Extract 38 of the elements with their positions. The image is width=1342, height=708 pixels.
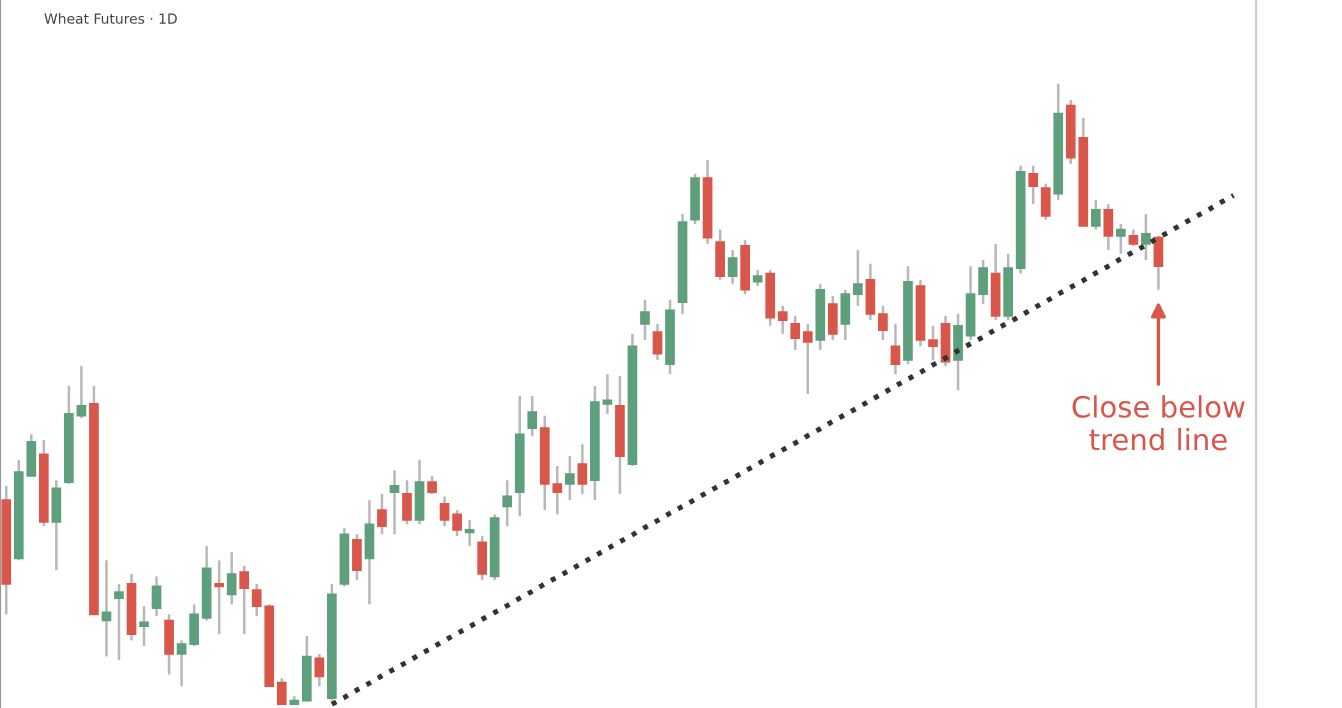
candlestick (164, 613, 174, 676)
candlestick (214, 559, 225, 636)
candlestick (1028, 164, 1039, 206)
candlestick (389, 469, 400, 536)
candlestick (352, 533, 362, 582)
candlestick (990, 242, 1001, 322)
candlestick (564, 454, 575, 502)
candlestick (1141, 212, 1151, 262)
candlestick (226, 551, 237, 606)
candlestick (314, 652, 325, 688)
candlestick (414, 458, 425, 526)
candlestick (477, 534, 487, 582)
candlestick (239, 564, 250, 636)
candlestick (527, 394, 538, 438)
candlestick (577, 443, 588, 496)
candlestick (1103, 202, 1114, 252)
candlestick (1090, 198, 1101, 231)
candlestick (114, 582, 124, 662)
candlestick (740, 238, 750, 296)
candlestick (1040, 182, 1051, 221)
candlestick (640, 298, 650, 342)
candlestick (377, 492, 387, 536)
candlestick (402, 479, 412, 526)
candlestick (727, 248, 738, 286)
candlestick (827, 294, 838, 342)
candlestick (151, 575, 162, 618)
candlestick (1116, 222, 1126, 256)
annotation: Close below trend line (1072, 395, 1245, 451)
candlestick (652, 322, 663, 362)
candlestick (139, 604, 149, 648)
candlestick (464, 518, 475, 548)
candlestick (690, 172, 700, 226)
candlestick (364, 498, 375, 606)
candlestick (890, 322, 901, 376)
candlestick (1153, 234, 1164, 292)
candlestick (51, 479, 62, 572)
candlestick (502, 479, 513, 528)
candlestick (715, 228, 725, 282)
